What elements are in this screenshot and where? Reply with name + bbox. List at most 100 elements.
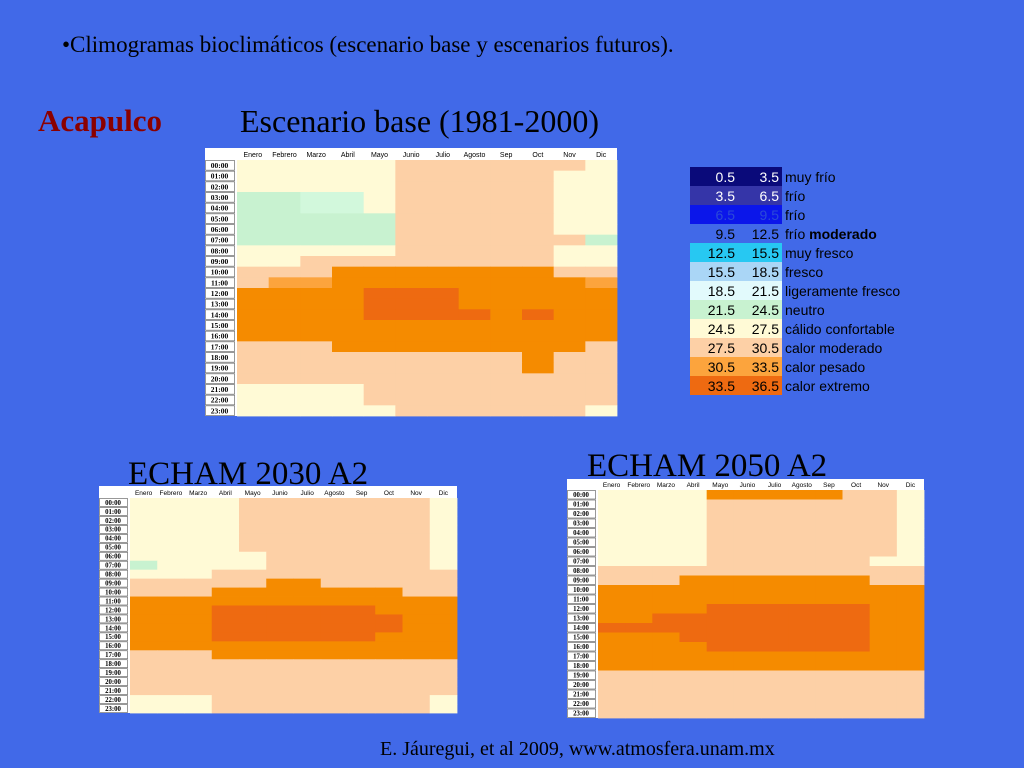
- heatmap-cell: [585, 362, 618, 374]
- heatmap-cell: [427, 341, 460, 353]
- legend-label: calor moderado: [785, 339, 883, 356]
- heatmap-cell: [239, 506, 267, 517]
- heatmap-cell: [598, 537, 626, 548]
- heatmap-cell: [427, 394, 460, 406]
- heatmap-cell: [679, 575, 708, 586]
- heatmap-cell: [706, 680, 735, 690]
- heatmap-cell: [522, 213, 555, 225]
- heatmap-cell: [733, 708, 762, 719]
- hour-label-box: [567, 499, 596, 509]
- heatmap-cell: [184, 596, 213, 606]
- heatmap-cell: [522, 320, 555, 332]
- month-label: Nov: [877, 482, 889, 489]
- heatmap-cell: [869, 699, 898, 709]
- heatmap-cell: [320, 641, 349, 651]
- heatmap-cell: [679, 651, 708, 662]
- heatmap-cell: [266, 632, 294, 642]
- heatmap-cell: [869, 528, 898, 538]
- heatmap-cell: [733, 680, 762, 690]
- heatmap-cell: [300, 341, 333, 353]
- legend-label: calor pesado: [785, 358, 866, 375]
- heatmap-cell: [395, 224, 428, 236]
- heatmap-cell: [293, 686, 322, 696]
- hour-label: 06:00: [105, 554, 121, 561]
- heatmap-cell: [815, 528, 843, 538]
- heatmap-cell: [300, 394, 333, 406]
- heatmap-cell: [293, 650, 322, 660]
- heatmap-cell: [348, 659, 376, 669]
- heatmap-cell: [211, 623, 240, 633]
- heatmap-cell: [679, 708, 708, 719]
- heatmap-cell: [896, 632, 925, 643]
- legend-from: 30.5: [707, 358, 735, 375]
- heatmap-cell: [706, 689, 735, 700]
- heatmap-cell: [395, 330, 428, 342]
- month-label: Abril: [219, 490, 233, 497]
- heatmap-cell: [427, 160, 460, 172]
- heatmap-cell: [458, 384, 491, 396]
- heatmap-cell: [239, 659, 267, 669]
- heatmap-cell: [239, 668, 267, 678]
- heatmap-cell: [896, 623, 925, 633]
- hour-label: 15:00: [105, 634, 121, 641]
- heatmap-cell: [300, 192, 333, 204]
- heatmap-cell: [293, 533, 322, 544]
- heatmap-cell: [239, 704, 267, 714]
- heatmap-cell: [348, 578, 376, 588]
- heatmap-cell: [375, 533, 403, 544]
- heatmap-cell: [293, 542, 322, 553]
- hour-label: 23:00: [211, 406, 229, 415]
- hour-label-box: [205, 394, 235, 406]
- heatmap-cell: [706, 537, 735, 548]
- heatmap-cell: [458, 245, 491, 257]
- heatmap-cell: [395, 394, 428, 406]
- hour-label-box: [205, 245, 235, 256]
- hour-label-box: [205, 277, 235, 288]
- hour-label: 13:00: [211, 300, 229, 309]
- heatmap-cell: [375, 623, 403, 633]
- heatmap-cell: [625, 670, 653, 681]
- heatmap-cell: [458, 224, 491, 236]
- heatmap-cell: [348, 650, 376, 660]
- hour-label: 00:00: [105, 500, 121, 507]
- heatmap-cell: [896, 604, 925, 614]
- heatmap-cell: [429, 623, 458, 633]
- month-label: Abril: [341, 152, 355, 159]
- heatmap-cell: [332, 405, 365, 417]
- heatmap-cell: [348, 551, 376, 562]
- heatmap-cell: [363, 288, 396, 300]
- heatmap-cell: [652, 518, 680, 529]
- heatmap-cell: [733, 651, 762, 662]
- heatmap-cell: [211, 542, 240, 553]
- heatmap-cell: [733, 632, 762, 643]
- heatmap-cell: [402, 498, 431, 508]
- heatmap-cell: [268, 170, 301, 182]
- heatmap-cell: [761, 670, 789, 681]
- heatmap-cell: [395, 181, 428, 193]
- heatmap-cell: [815, 594, 843, 605]
- heatmap-cell: [184, 542, 213, 553]
- heatmap-cell: [237, 288, 270, 300]
- legend-to: 21.5: [751, 282, 779, 299]
- heatmap-cell: [427, 245, 460, 257]
- heatmap-cell: [652, 499, 680, 510]
- heatmap-cell: [395, 245, 428, 257]
- heatmap-cell: [157, 506, 185, 517]
- heatmap-cell: [130, 596, 158, 606]
- heatmap-cell: [427, 266, 460, 278]
- heatmap-cell: [679, 699, 708, 709]
- hour-label: 19:00: [211, 364, 229, 373]
- hour-label-box: [99, 677, 128, 686]
- hour-label-box: [205, 202, 235, 214]
- heatmap-cell: [429, 695, 458, 705]
- heatmap-cell: [237, 330, 270, 342]
- heatmap-cell: [239, 551, 267, 562]
- month-label: Nov: [563, 152, 576, 159]
- heatmap-cell: [211, 515, 240, 526]
- hour-label-box: [567, 708, 596, 718]
- legend-row: 3.5 6.5 frío: [690, 186, 900, 205]
- heatmap-cell: [239, 641, 267, 651]
- heatmap-cell: [130, 695, 158, 705]
- heatmap-cell: [733, 670, 762, 681]
- heatmap-cell: [395, 362, 428, 374]
